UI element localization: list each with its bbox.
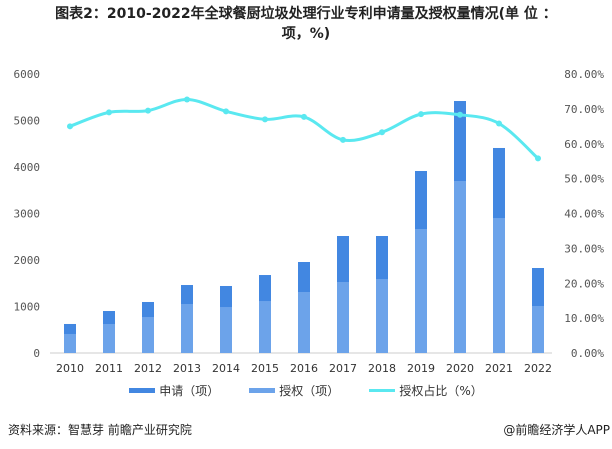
y2-tick-label: 40.00% bbox=[564, 208, 604, 221]
ratio-point bbox=[535, 155, 541, 162]
x-tick-label: 2018 bbox=[368, 362, 396, 375]
x-tick-label: 2012 bbox=[134, 362, 162, 375]
x-tick-label: 2014 bbox=[212, 362, 240, 375]
bar-grant bbox=[493, 218, 505, 353]
bar-grant bbox=[259, 301, 271, 353]
y-tick-label: 1000 bbox=[14, 301, 41, 314]
x-tick-label: 2019 bbox=[407, 362, 435, 375]
bar-grant bbox=[376, 279, 388, 353]
legend-label: 授权（项） bbox=[279, 384, 340, 398]
bar-grant bbox=[103, 323, 115, 353]
brand-text: @前瞻经济学人APP bbox=[503, 423, 610, 437]
ratio-point bbox=[301, 113, 307, 120]
legend-label: 授权占比（%） bbox=[399, 384, 483, 398]
x-tick-label: 2017 bbox=[329, 362, 357, 375]
x-tick-label: 2013 bbox=[173, 362, 201, 375]
legend-item-grant[interactable]: 授权（项） bbox=[249, 382, 339, 399]
y-tick-label: 4000 bbox=[14, 161, 41, 174]
y2-tick-label: 60.00% bbox=[564, 138, 604, 151]
x-tick-label: 2015 bbox=[251, 362, 279, 375]
x-tick-label: 2016 bbox=[290, 362, 318, 375]
ratio-point bbox=[379, 129, 385, 136]
legend-swatch bbox=[129, 388, 156, 393]
source-text: 资料来源：智慧芽 前瞻产业研究院 bbox=[8, 423, 192, 437]
footer: 资料来源：智慧芽 前瞻产业研究院 @前瞻经济学人APP bbox=[8, 421, 610, 438]
bar-grant bbox=[298, 291, 310, 353]
y-tick-label: 5000 bbox=[14, 115, 41, 128]
y2-tick-label: 70.00% bbox=[564, 103, 604, 116]
ratio-point bbox=[418, 111, 424, 118]
ratio-point bbox=[67, 123, 73, 130]
bar-grant bbox=[220, 307, 232, 353]
y-tick-label: 2000 bbox=[14, 254, 41, 267]
x-tick-label: 2020 bbox=[446, 362, 474, 375]
ratio-point bbox=[145, 107, 151, 114]
title-line-1: 图表2：2010-2022年全球餐厨垃圾处理行业专利申请量及授权量情况(单 位 … bbox=[55, 6, 557, 22]
bar-grant bbox=[64, 333, 76, 353]
bar-grant bbox=[142, 317, 154, 353]
ratio-point bbox=[457, 111, 463, 118]
legend-swatch bbox=[369, 389, 396, 392]
x-tick-label: 2011 bbox=[95, 362, 123, 375]
y2-tick-label: 20.00% bbox=[564, 277, 604, 290]
ratio-point bbox=[496, 120, 502, 127]
chart-title: 图表2：2010-2022年全球餐厨垃圾处理行业专利申请量及授权量情况(单 位 … bbox=[0, 4, 612, 44]
x-tick-label: 2022 bbox=[524, 362, 552, 375]
ratio-point bbox=[184, 96, 190, 103]
y2-tick-label: 10.00% bbox=[564, 312, 604, 325]
legend: 申请（项） 授权（项） 授权占比（%） bbox=[0, 382, 612, 399]
title-line-2: 项，%) bbox=[281, 26, 331, 42]
y2-tick-label: 50.00% bbox=[564, 173, 604, 186]
legend-swatch bbox=[249, 388, 276, 393]
bar-grant bbox=[415, 228, 427, 353]
bar-grant bbox=[532, 305, 544, 353]
ratio-point bbox=[223, 108, 229, 115]
bar-grant bbox=[337, 281, 349, 353]
y2-tick-label: 80.00% bbox=[564, 68, 604, 81]
ratio-point bbox=[340, 136, 346, 143]
y2-tick-label: 0.00% bbox=[571, 347, 604, 360]
y-tick-label: 0 bbox=[33, 347, 40, 360]
ratio-line bbox=[69, 97, 540, 160]
legend-label: 申请（项） bbox=[159, 384, 220, 398]
y-tick-label: 3000 bbox=[14, 208, 41, 221]
x-tick-label: 2010 bbox=[56, 362, 84, 375]
bar-grant bbox=[181, 303, 193, 353]
ratio-point bbox=[106, 109, 112, 116]
y-tick-label: 6000 bbox=[14, 68, 41, 81]
bar-grant bbox=[454, 180, 466, 353]
legend-item-ratio[interactable]: 授权占比（%） bbox=[369, 382, 483, 399]
legend-item-apply[interactable]: 申请（项） bbox=[129, 382, 219, 399]
x-tick-label: 2021 bbox=[485, 362, 513, 375]
y2-tick-label: 30.00% bbox=[564, 242, 604, 255]
ratio-point bbox=[262, 116, 268, 123]
